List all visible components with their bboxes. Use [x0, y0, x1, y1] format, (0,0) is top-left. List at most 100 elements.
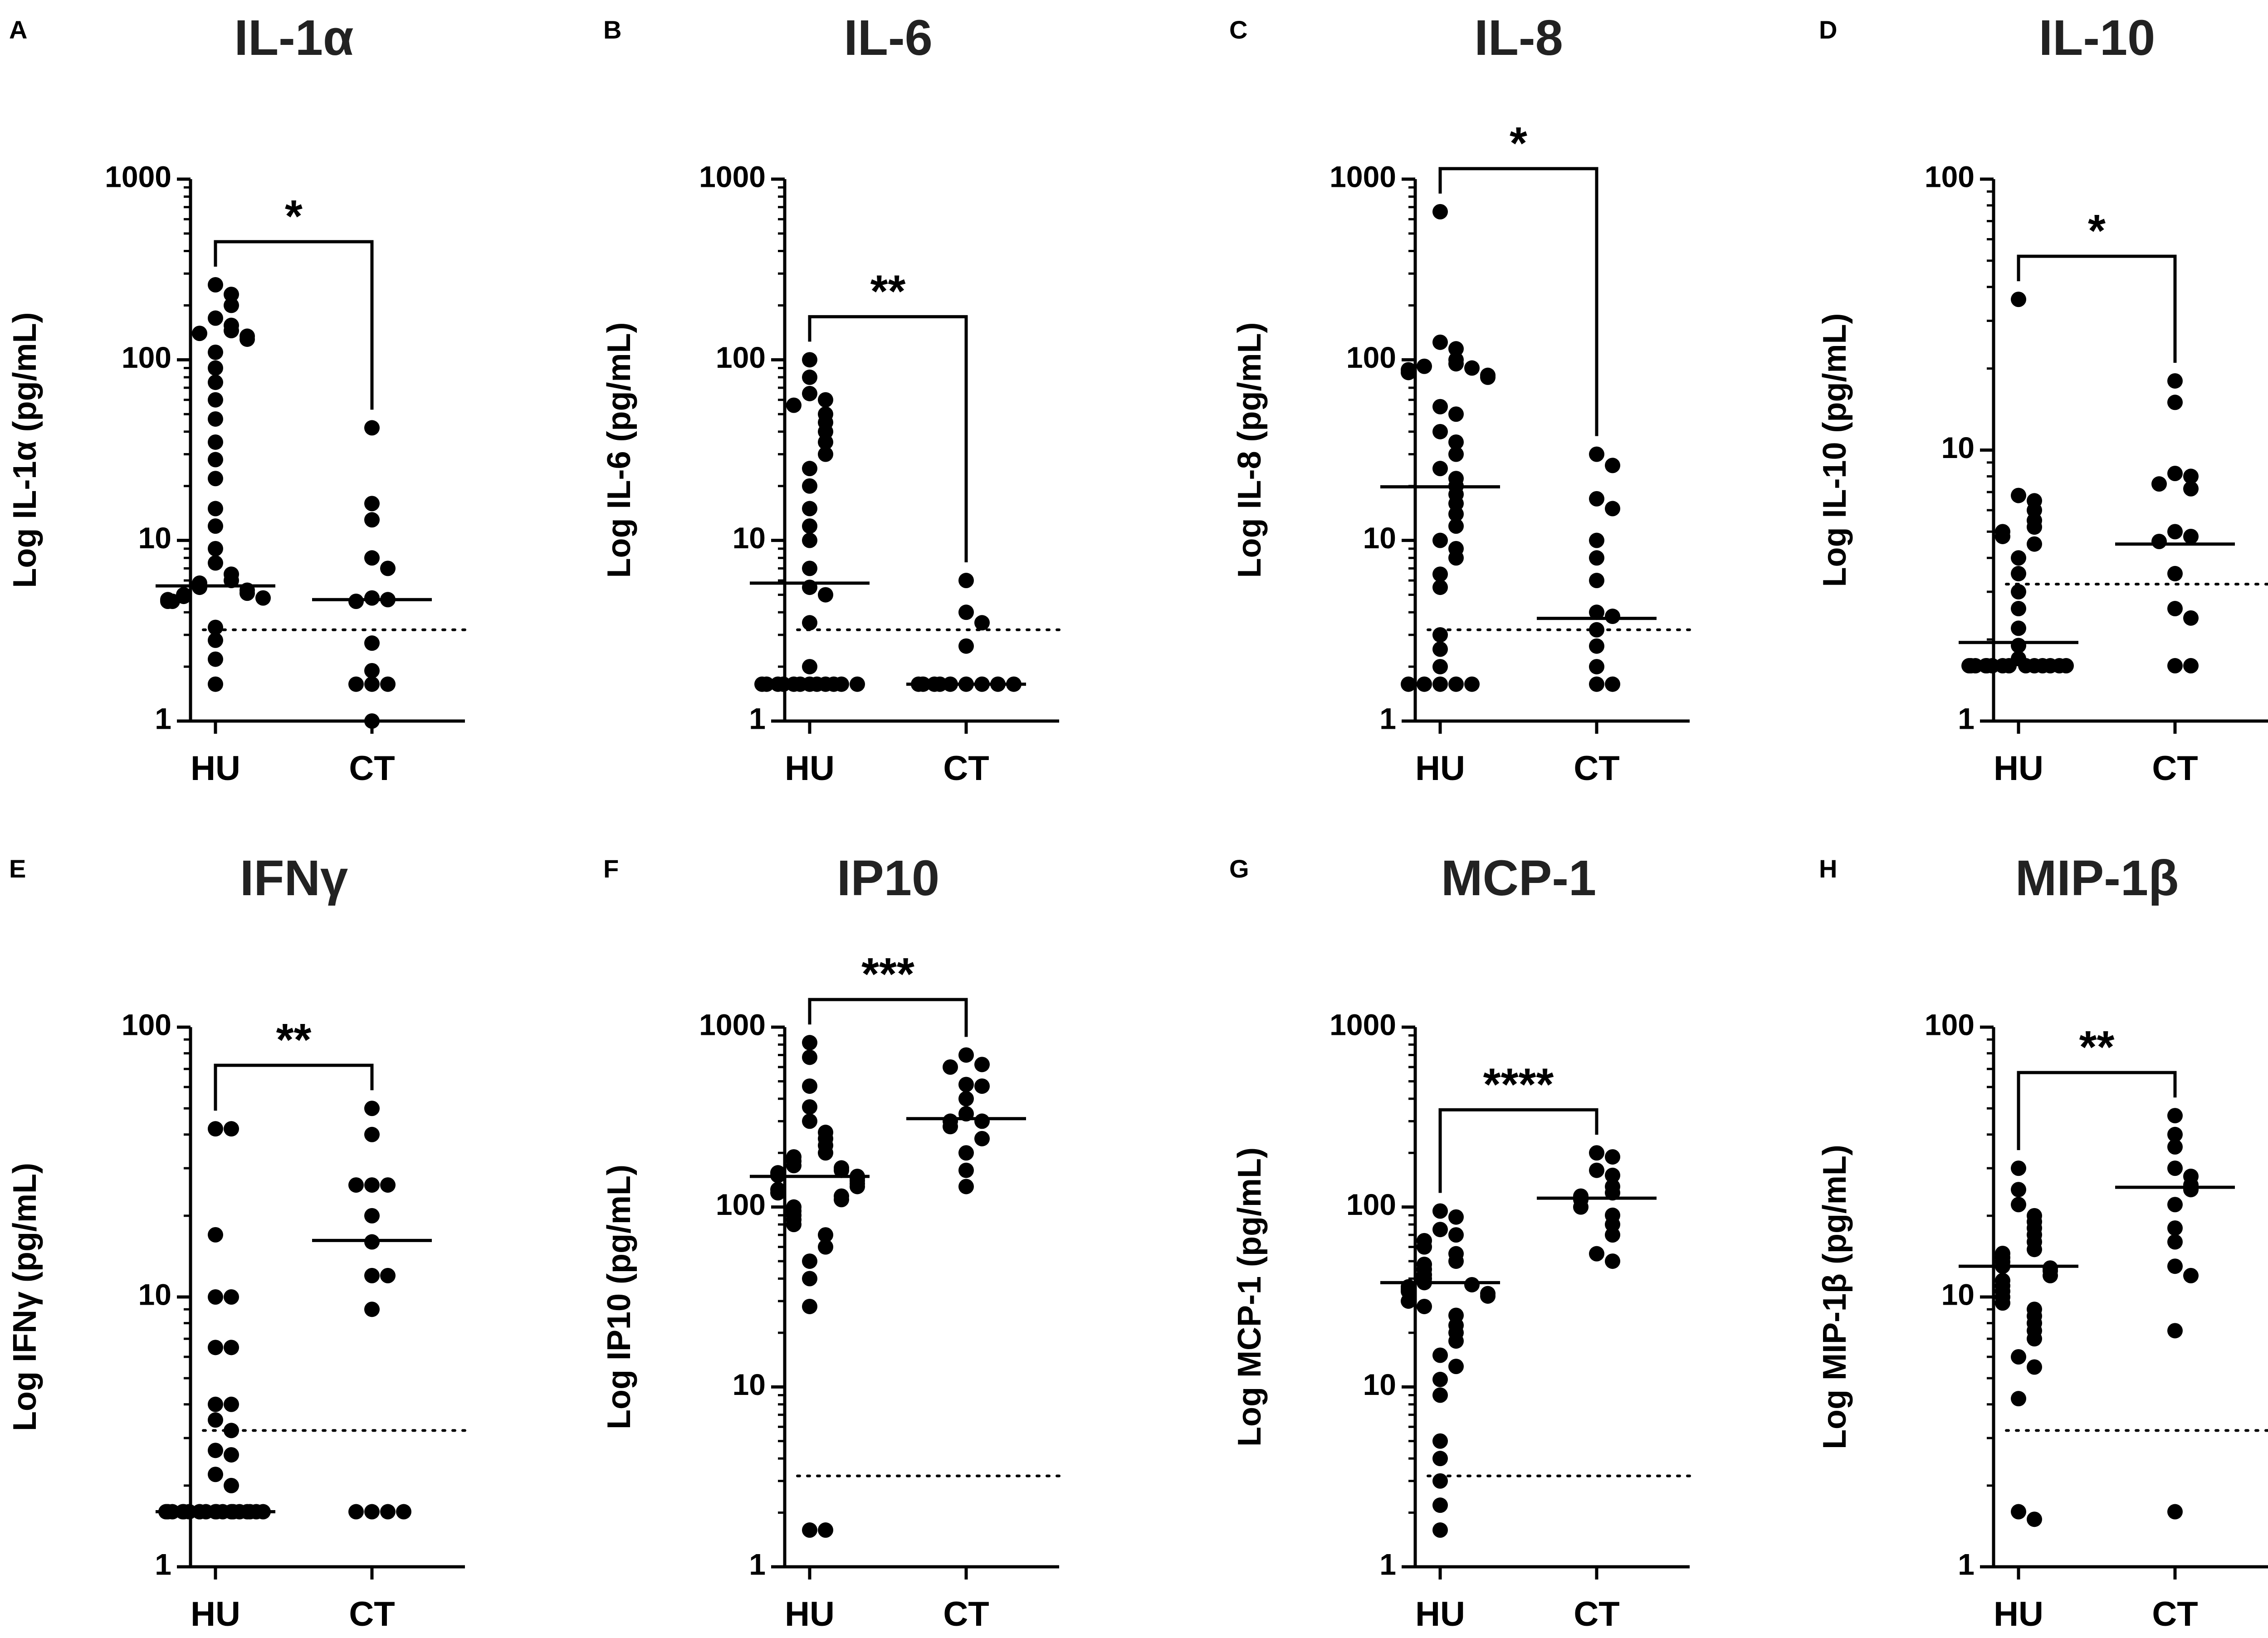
- data-point-hu: [1432, 1203, 1448, 1219]
- data-point-hu: [240, 585, 255, 601]
- data-point-ct: [348, 1504, 364, 1520]
- data-point-hu: [2027, 1242, 2042, 1258]
- data-point-ct: [364, 496, 380, 512]
- data-point-hu: [1995, 1295, 2010, 1311]
- data-point-hu: [2011, 601, 2026, 617]
- chart-title: IFNγ: [240, 850, 348, 906]
- data-point-hu: [802, 615, 817, 631]
- y-tick-label: 10: [1363, 1368, 1396, 1401]
- y-tick-label: 1000: [699, 160, 766, 193]
- chart-panel-h: H MIP-1β Log MIP-1β (pg/mL) 1 10 100 HU CT **: [1817, 850, 2268, 1633]
- data-point-ct: [364, 1101, 380, 1116]
- data-point-ct: [364, 420, 380, 436]
- y-tick-label: 100: [122, 1008, 171, 1041]
- data-point-ct: [1589, 573, 1604, 589]
- data-point-hu: [208, 392, 223, 408]
- data-point-ct: [1589, 446, 1604, 462]
- data-point-hu: [1432, 1222, 1448, 1238]
- data-point-hu: [2011, 1504, 2026, 1520]
- data-point-ct: [2167, 601, 2183, 617]
- significance-bracket: [2017, 254, 2177, 363]
- data-point-hu: [1401, 1293, 1416, 1309]
- significance-bracket: [1438, 1108, 1598, 1193]
- x-tick-label: CT: [349, 1595, 395, 1633]
- data-point-hu: [1432, 1387, 1448, 1403]
- y-tick-label: 1000: [699, 1008, 766, 1041]
- data-point-hu: [1480, 1288, 1496, 1304]
- panel-letter: A: [9, 15, 27, 44]
- data-point-ct: [958, 1179, 974, 1194]
- data-point-hu: [208, 471, 223, 487]
- data-point-hu: [1448, 506, 1464, 522]
- chart-panel-e: E IFNγ Log IFNγ (pg/mL) 1 10 100 HU CT **: [7, 850, 466, 1633]
- data-point-ct: [364, 1268, 380, 1283]
- data-point-ct: [2183, 468, 2199, 484]
- data-point-ct: [974, 615, 990, 631]
- data-point-ct: [2167, 1126, 2183, 1142]
- data-point-hu: [2043, 1268, 2058, 1283]
- data-point-hu: [1448, 1227, 1464, 1243]
- data-point-hu: [1432, 1371, 1448, 1387]
- data-point-ct: [396, 1504, 411, 1520]
- y-tick-label: 100: [716, 341, 766, 374]
- data-point-hu: [802, 1522, 817, 1538]
- y-tick-label: 1: [1379, 1547, 1396, 1581]
- data-point-hu: [2027, 1359, 2042, 1375]
- data-point-hu: [2011, 1197, 2026, 1213]
- x-tick-label: HU: [785, 1595, 835, 1633]
- data-point-hu: [2018, 658, 2033, 674]
- data-point-hu: [818, 587, 833, 603]
- data-point-hu: [208, 651, 223, 667]
- data-point-hu: [802, 369, 817, 385]
- data-point-hu: [786, 397, 802, 413]
- data-point-ct: [364, 1177, 380, 1193]
- data-point-hu: [1448, 446, 1464, 462]
- data-point-hu: [1995, 528, 2010, 544]
- data-point-hu: [850, 1179, 865, 1194]
- data-point-hu: [208, 411, 223, 427]
- data-point-ct: [958, 1077, 974, 1092]
- significance-label: *: [285, 191, 303, 242]
- data-point-ct: [2183, 658, 2199, 674]
- data-point-hu: [802, 1099, 817, 1115]
- data-point-hu: [802, 1298, 817, 1314]
- data-point-ct: [2167, 1234, 2183, 1250]
- panel-letter: G: [1229, 854, 1249, 883]
- chart-panel-b: B IL-6 Log IL-6 (pg/mL) 1 10 100 1000 HU CT **: [601, 10, 1061, 788]
- y-axis-label: Log MIP-1β (pg/mL): [1817, 1145, 1853, 1449]
- data-point-hu: [1464, 676, 1480, 692]
- y-tick-label: 10: [138, 521, 171, 555]
- data-point-ct: [958, 573, 974, 589]
- data-point-ct: [364, 635, 380, 651]
- data-point-ct: [2183, 1268, 2199, 1283]
- y-tick-label: 1: [1958, 702, 1975, 735]
- data-point-ct: [380, 1268, 396, 1283]
- data-point-ct: [1589, 676, 1604, 692]
- x-tick-label: CT: [349, 749, 395, 788]
- data-point-hu: [1417, 1298, 1432, 1314]
- data-point-hu: [1417, 1239, 1432, 1255]
- y-axis-label: Log IFNγ (pg/mL): [7, 1163, 43, 1431]
- data-point-ct: [1605, 1167, 1620, 1183]
- y-tick-label: 10: [733, 521, 766, 555]
- significance-bracket: [214, 240, 374, 410]
- data-point-ct: [364, 713, 380, 729]
- data-point-hu: [1432, 659, 1448, 675]
- data-point-hu: [2027, 519, 2042, 535]
- y-tick-label: 10: [138, 1277, 171, 1311]
- data-point-hu: [1464, 1277, 1480, 1292]
- significance-label: **: [2079, 1022, 2115, 1072]
- data-point-hu: [1432, 1497, 1448, 1513]
- chart-title: IL-1α: [234, 10, 353, 66]
- data-point-ct: [1605, 1253, 1620, 1269]
- data-point-hu: [1448, 676, 1464, 692]
- data-point-ct: [364, 1504, 380, 1520]
- data-point-hu: [208, 310, 223, 326]
- data-point-hu: [224, 297, 239, 313]
- chart-title: IL-10: [2039, 10, 2156, 66]
- data-point-hu: [802, 461, 817, 477]
- data-point-hu: [786, 1158, 802, 1174]
- data-point-hu: [208, 1443, 223, 1458]
- data-point-hu: [802, 1078, 817, 1094]
- data-point-hu: [1432, 334, 1448, 350]
